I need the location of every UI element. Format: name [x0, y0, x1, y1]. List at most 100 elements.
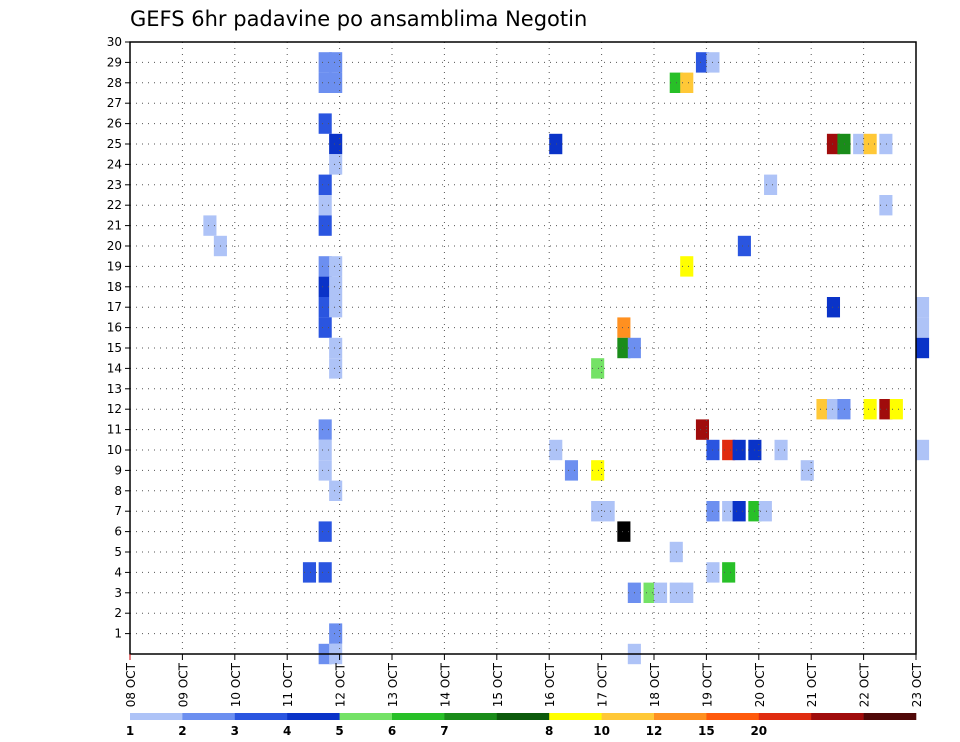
- x-tick-label: 22 OCT: [858, 662, 872, 707]
- x-tick-label: 17 OCT: [596, 662, 610, 707]
- precip-cell: [329, 133, 343, 155]
- y-tick-label: 14: [107, 361, 122, 375]
- x-tick-label: 23 OCT: [910, 662, 924, 707]
- precip-cell: [329, 52, 343, 73]
- precip-cell: [329, 256, 343, 277]
- y-tick-label: 29: [107, 55, 122, 69]
- precip-cell: [318, 113, 332, 134]
- y-tick-label: 7: [114, 504, 122, 518]
- x-tick-label: 19 OCT: [700, 662, 714, 707]
- x-tick-label: 16 OCT: [543, 662, 557, 707]
- precip-cell: [879, 399, 893, 420]
- precip-cell: [826, 297, 841, 318]
- colorbar-swatch: [339, 713, 393, 720]
- precip-cell: [318, 72, 332, 93]
- grid-lines: [130, 42, 916, 654]
- precip-cell: [318, 297, 332, 318]
- colorbar-label: 15: [698, 724, 715, 738]
- y-tick-label: 6: [114, 525, 122, 539]
- y-tick-label: 28: [107, 76, 122, 90]
- y-tick-label: 22: [107, 198, 122, 212]
- precip-cell: [879, 195, 893, 216]
- precip-cell: [879, 133, 893, 155]
- precip-cell: [680, 582, 694, 603]
- precip-cell: [863, 399, 877, 420]
- colorbar-label: 2: [178, 724, 186, 738]
- precip-cell: [601, 501, 615, 522]
- y-tick-label: 26: [107, 117, 122, 131]
- precip-cell: [329, 276, 343, 297]
- precip-cell: [318, 276, 332, 297]
- precip-cell: [549, 133, 563, 155]
- y-tick-label: 10: [107, 443, 122, 457]
- precip-cell: [916, 317, 930, 338]
- x-tick-label: 21 OCT: [805, 662, 819, 707]
- colorbar-label: 10: [593, 724, 610, 738]
- y-tick-label: 2: [114, 606, 122, 620]
- precip-cell: [732, 501, 746, 522]
- x-tick-label: 11 OCT: [281, 662, 295, 707]
- colorbar-label: 1: [126, 724, 134, 738]
- y-tick-label: 30: [107, 35, 122, 49]
- x-tick-label: 15 OCT: [491, 662, 505, 707]
- precip-cell: [203, 215, 217, 236]
- colorbar-label: 5: [335, 724, 343, 738]
- precip-cell: [318, 521, 332, 542]
- precip-cell: [329, 297, 343, 318]
- precip-cell: [318, 317, 332, 338]
- precip-cell: [318, 215, 332, 236]
- precip-cell: [654, 582, 668, 603]
- precip-cell: [318, 195, 332, 216]
- colorbar-swatch: [287, 713, 340, 720]
- y-tick-label: 5: [114, 545, 122, 559]
- colorbar-swatch: [549, 713, 602, 720]
- y-tick-label: 20: [107, 239, 122, 253]
- precip-cell: [837, 399, 851, 420]
- precip-cell: [617, 337, 631, 359]
- colorbar-swatch: [758, 713, 812, 720]
- precip-cell: [916, 297, 930, 318]
- precip-cell: [318, 439, 332, 461]
- precip-cell: [329, 72, 343, 93]
- colorbar-label: 4: [283, 724, 291, 738]
- precip-cell: [916, 439, 930, 461]
- precip-cell: [722, 501, 736, 522]
- precip-cell: [318, 256, 332, 277]
- x-tick-label: 08 OCT: [124, 662, 138, 707]
- precip-cell: [318, 52, 332, 73]
- y-tick-label: 1: [114, 627, 122, 641]
- colorbar-label: 7: [440, 724, 448, 738]
- y-tick-label: 8: [114, 484, 122, 498]
- precip-cell: [617, 317, 631, 338]
- x-tick-label: 12 OCT: [334, 662, 348, 707]
- precip-cell: [591, 358, 605, 379]
- precip-cell: [329, 154, 343, 175]
- precip-cell: [695, 419, 710, 440]
- precip-cell: [302, 562, 317, 583]
- precip-cell: [722, 439, 736, 461]
- y-tick-label: 15: [107, 341, 122, 355]
- x-tick-label: 10 OCT: [229, 662, 243, 707]
- x-tick-label: 20 OCT: [753, 662, 767, 707]
- x-tick-label: 09 OCT: [176, 662, 190, 707]
- precip-cell: [863, 133, 877, 155]
- colorbar-swatch: [182, 713, 236, 720]
- precip-cell: [764, 174, 778, 195]
- precip-cell: [329, 337, 343, 359]
- precip-cell: [853, 133, 867, 155]
- precip-cell: [680, 72, 694, 93]
- y-tick-label: 23: [107, 178, 122, 192]
- precip-cell: [826, 399, 841, 420]
- precip-cell: [916, 337, 930, 359]
- x-tick-label: 18 OCT: [648, 662, 662, 707]
- x-tick-label: 14 OCT: [438, 662, 452, 707]
- precip-cell: [318, 419, 332, 440]
- precip-cell: [318, 562, 332, 583]
- colorbar-label: 8: [545, 724, 553, 738]
- y-tick-label: 21: [107, 219, 122, 233]
- precip-cell: [617, 521, 631, 542]
- precip-cell: [826, 133, 841, 155]
- colorbar-swatch: [706, 713, 760, 720]
- y-tick-label: 24: [107, 157, 122, 171]
